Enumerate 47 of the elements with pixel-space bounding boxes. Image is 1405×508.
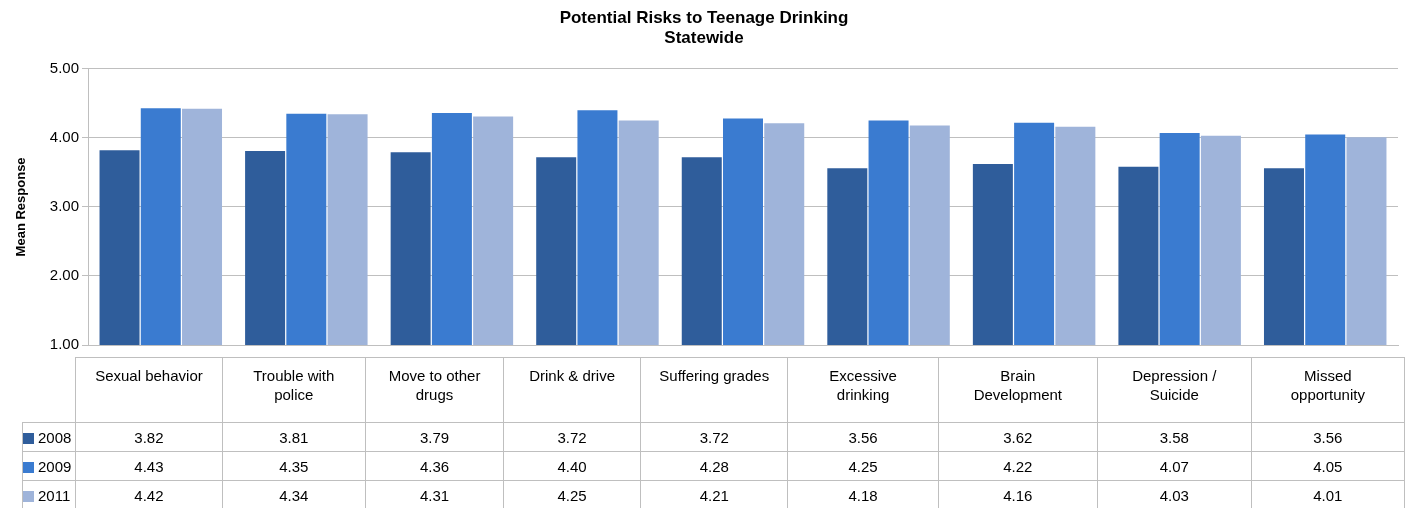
data-label: 3.72 [503,422,641,452]
x-tick-label: Move to other drugs [365,357,504,423]
data-label: 4.22 [938,451,1098,481]
data-label: 3.62 [938,422,1098,452]
data-label: 3.81 [222,422,366,452]
data-label: 4.28 [640,451,788,481]
data-label: 4.35 [222,451,366,481]
data-label: 4.36 [365,451,504,481]
x-tick-label: Excessive drinking [787,357,939,423]
x-tick-label: Sexual behavior [75,357,223,423]
data-label: 3.58 [1097,422,1252,452]
data-label: 4.07 [1097,451,1252,481]
data-label: 4.31 [365,480,504,508]
y-tick-label: 1.00 [49,335,79,353]
data-label: 4.25 [787,451,939,481]
data-label: 3.56 [787,422,939,452]
y-tick-label: 2.00 [49,266,79,284]
x-tick-label: Suffering grades [640,357,788,423]
data-label: 4.34 [222,480,366,508]
x-tick-label: Depression / Suicide [1097,357,1252,423]
data-label: 4.25 [503,480,641,508]
x-tick-label: Drink & drive [503,357,641,423]
chart-title: Potential Risks to Teenage Drinking [559,7,849,27]
data-label: 3.56 [1251,422,1405,452]
data-label: 4.18 [787,480,939,508]
data-label: 4.01 [1251,480,1405,508]
x-tick-label: Missed opportunity [1251,357,1405,423]
data-label: 3.72 [640,422,788,452]
chart-subtitle: Statewide [664,28,744,48]
data-label: 4.21 [640,480,788,508]
legend-label: 2011 [22,480,76,508]
legend-label: 2009 [22,451,76,481]
data-label: 4.16 [938,480,1098,508]
data-label: 3.79 [365,422,504,452]
legend-label: 2008 [22,422,76,452]
y-tick-label: 3.00 [49,197,79,215]
y-axis-title: Mean Response [13,157,29,257]
data-label: 4.43 [75,451,223,481]
x-tick-label: Brain Development [938,357,1098,423]
data-label: 4.05 [1251,451,1405,481]
y-tick-label: 4.00 [49,127,79,145]
data-label: 4.42 [75,480,223,508]
data-label: 3.82 [75,422,223,452]
y-tick-label: 5.00 [49,58,79,76]
x-tick-label: Trouble with police [222,357,366,423]
data-label: 4.40 [503,451,641,481]
data-label: 4.03 [1097,480,1252,508]
